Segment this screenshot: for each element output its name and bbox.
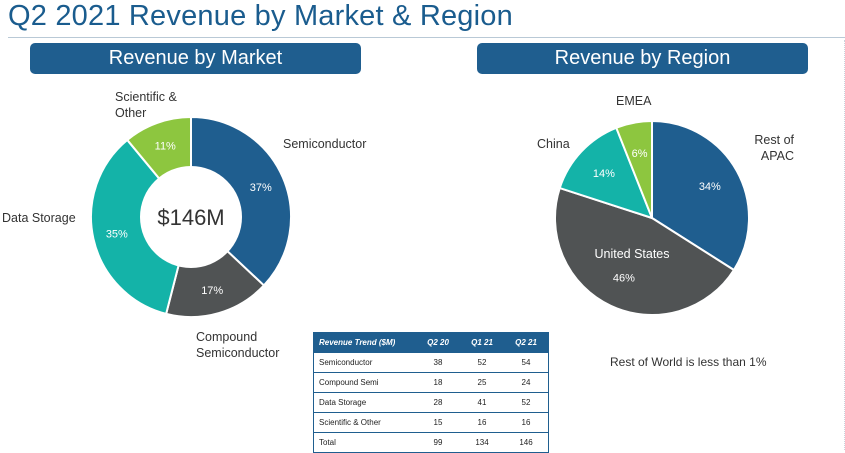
revenue-trend-table: Revenue Trend ($M) Q2 20 Q1 21 Q2 21 Sem…: [313, 332, 549, 453]
table-row: Semiconductor 38 52 54: [313, 352, 549, 373]
page-title: Q2 2021 Revenue by Market & Region: [8, 0, 513, 32]
table-cell: 18: [416, 372, 460, 393]
table-cell: 52: [504, 392, 549, 413]
table-row-total: Total 99 134 146: [313, 432, 549, 453]
donut-center-value: $146M: [157, 205, 224, 230]
column-header: Q2 20: [416, 332, 460, 353]
table-cell: 99: [416, 432, 460, 453]
label-compound-line1: Compound: [196, 330, 257, 344]
table-cell: Compound Semi: [313, 372, 416, 393]
table-cell: Total: [313, 432, 416, 453]
region-pct-united-states: 46%: [613, 273, 635, 285]
table-cell: 54: [504, 352, 549, 373]
region-pct-rest-of-apac: 34%: [699, 181, 721, 193]
table-cell: 146: [504, 432, 549, 453]
table-cell: 16: [460, 412, 504, 433]
table-cell: 28: [416, 392, 460, 413]
donut-hole: [140, 166, 242, 268]
region-pie-slices: [554, 119, 750, 316]
label-semiconductor: Semiconductor: [283, 137, 366, 151]
market-slice-semiconductor: [190, 115, 292, 287]
region-slice-china: [558, 126, 654, 220]
table-row: Compound Semi 18 25 24: [313, 372, 549, 393]
region-pct-emea: 6%: [632, 148, 648, 160]
column-header: Q2 21: [504, 332, 549, 353]
label-apac-line2: APAC: [761, 149, 794, 163]
label-emea: EMEA: [616, 94, 652, 108]
title-divider: [8, 37, 845, 38]
label-united-states: United States: [594, 247, 669, 261]
label-apac-line1: Rest of: [754, 133, 794, 147]
percent-labels: 37% 17% 35% 11% 34% 46% 14% 6%: [106, 140, 721, 296]
table-cell: 24: [504, 372, 549, 393]
column-header: Q1 21: [460, 332, 504, 353]
market-pct-compound-semiconductor: 17%: [201, 285, 223, 297]
column-header: Revenue Trend ($M): [313, 332, 416, 353]
region-slice-emea: [614, 119, 653, 219]
table-cell: 52: [460, 352, 504, 373]
table-row: Scientific & Other 15 16 16: [313, 412, 549, 433]
table-cell: 41: [460, 392, 504, 413]
table-header-row: Revenue Trend ($M) Q2 20 Q1 21 Q2 21: [313, 332, 549, 353]
table-cell: 15: [416, 412, 460, 433]
table-cell: 38: [416, 352, 460, 373]
table-row: Data Storage 28 41 52: [313, 392, 549, 413]
table-cell: Scientific & Other: [313, 412, 416, 433]
label-scientific-line1: Scientific &: [115, 90, 177, 104]
market-pct-semiconductor: 37%: [250, 182, 272, 194]
label-scientific-line2: Other: [115, 106, 146, 120]
label-china: China: [537, 137, 570, 151]
label-compound-line2: Semiconductor: [196, 346, 279, 360]
footnote: Rest of World is less than 1%: [610, 355, 767, 369]
label-data-storage: Data Storage: [2, 211, 76, 225]
market-pct-data-storage: 35%: [106, 229, 128, 241]
market-section-header: Revenue by Market: [30, 43, 361, 74]
table-cell: 25: [460, 372, 504, 393]
market-pct-scientific-other: 11%: [155, 140, 176, 152]
table-cell: 134: [460, 432, 504, 453]
market-donut-slices: [90, 115, 292, 318]
table-cell: Data Storage: [313, 392, 416, 413]
region-slice-united-states: [554, 186, 736, 316]
table-cell: Semiconductor: [313, 352, 416, 373]
region-section-header: Revenue by Region: [477, 43, 808, 74]
region-pct-china: 14%: [593, 168, 615, 180]
table-cell: 16: [504, 412, 549, 433]
